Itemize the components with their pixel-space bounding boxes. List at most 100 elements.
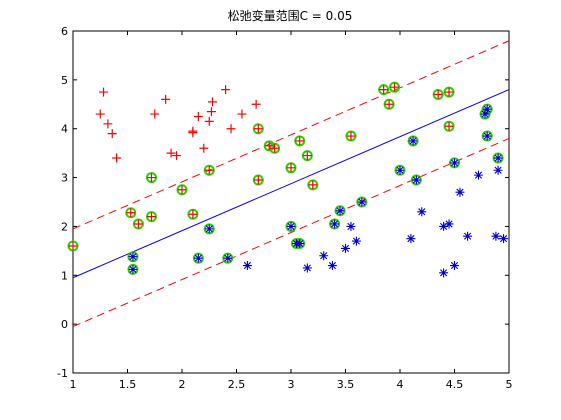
- plus-marker: [379, 85, 389, 95]
- plus-marker: [295, 136, 305, 146]
- chart-title: 松弛变量范围C = 0.05: [228, 8, 353, 23]
- plus-marker: [226, 124, 236, 134]
- star-marker: [204, 224, 214, 234]
- markers-layer: [68, 82, 509, 278]
- star-marker: [242, 261, 252, 271]
- plus-marker: [253, 124, 263, 134]
- star-marker: [223, 253, 233, 263]
- star-marker: [480, 109, 490, 119]
- star-marker: [499, 234, 509, 244]
- plus-marker: [199, 143, 209, 153]
- y-tick-label: 3: [61, 172, 68, 185]
- plus-marker: [99, 87, 109, 97]
- star-marker: [330, 219, 340, 229]
- plus-marker: [188, 128, 198, 138]
- star-marker: [408, 136, 418, 146]
- star-marker: [357, 197, 367, 207]
- y-tick-label: 2: [61, 220, 68, 233]
- lines-layer: [72, 40, 510, 328]
- plus-marker: [150, 109, 160, 119]
- star-marker: [327, 261, 337, 271]
- plus-marker: [384, 99, 394, 109]
- star-marker: [351, 236, 361, 246]
- plus-marker: [146, 212, 156, 222]
- star-marker: [335, 206, 345, 216]
- star-marker: [444, 219, 454, 229]
- star-marker: [193, 253, 203, 263]
- plus-marker: [126, 208, 136, 218]
- x-tick-label: 2.5: [228, 378, 246, 391]
- star-marker: [395, 165, 405, 175]
- star-marker: [450, 261, 459, 271]
- x-tick-label: 4: [397, 378, 404, 391]
- y-tick-label: 6: [61, 25, 68, 38]
- star-marker: [439, 221, 449, 231]
- plus-marker: [390, 82, 400, 92]
- star-marker: [493, 165, 503, 175]
- plus-marker: [208, 97, 218, 107]
- star-marker: [455, 187, 465, 197]
- star-marker: [493, 153, 503, 163]
- x-tick-label: 2: [179, 378, 186, 391]
- plus-marker: [221, 85, 231, 95]
- star-marker: [346, 221, 356, 231]
- plus-marker: [95, 109, 105, 119]
- star-marker: [463, 231, 473, 241]
- lower-margin-line: [72, 138, 510, 328]
- plus-marker: [433, 90, 443, 100]
- plus-marker: [193, 112, 203, 121]
- star-marker: [411, 175, 421, 185]
- plus-marker: [188, 209, 198, 219]
- y-tick-label: -1: [57, 367, 68, 380]
- plus-marker: [308, 180, 318, 190]
- plus-marker: [253, 175, 263, 185]
- plus-marker: [237, 109, 247, 119]
- plus-marker: [68, 241, 78, 251]
- plus-marker: [107, 129, 117, 139]
- star-marker: [341, 243, 350, 253]
- plus-marker: [204, 165, 214, 175]
- plus-marker: [146, 173, 156, 183]
- plus-marker: [172, 151, 182, 161]
- star-marker: [319, 251, 329, 261]
- plus-marker: [251, 99, 261, 109]
- x-tick-label: 3: [288, 378, 295, 391]
- x-tick-label: 5: [506, 378, 513, 391]
- plus-marker: [264, 141, 274, 151]
- plus-marker: [346, 131, 356, 141]
- plus-marker: [177, 185, 187, 195]
- star-marker: [482, 104, 492, 114]
- star-marker: [406, 234, 416, 244]
- plus-marker: [286, 163, 296, 173]
- star-marker: [450, 158, 459, 168]
- star-marker: [286, 221, 296, 231]
- plus-marker: [444, 121, 454, 131]
- star-marker: [417, 207, 427, 217]
- plus-marker: [302, 151, 312, 161]
- plus-marker: [103, 119, 113, 129]
- star-marker: [128, 252, 138, 262]
- plus-marker: [206, 107, 216, 117]
- axis-ticks: 1 1.5 2 2.5 3 3.5 4 4.5 5 -1 0 1 2 3 4 5 6: [57, 25, 512, 391]
- x-tick-label: 1: [70, 378, 77, 391]
- star-marker: [482, 131, 492, 141]
- y-tick-label: 5: [61, 74, 68, 87]
- y-tick-label: 0: [61, 318, 68, 331]
- upper-margin-line: [72, 40, 510, 230]
- y-tick-label: 4: [61, 123, 68, 136]
- plot-area: [72, 30, 510, 374]
- star-marker: [295, 239, 305, 249]
- x-tick-label: 3.5: [337, 378, 355, 391]
- plus-marker: [270, 143, 280, 153]
- y-tick-label: 1: [61, 269, 68, 282]
- star-marker: [473, 170, 483, 180]
- plus-marker: [166, 148, 176, 158]
- x-tick-label: 1.5: [119, 378, 137, 391]
- star-marker: [302, 263, 312, 273]
- plus-marker: [204, 116, 214, 126]
- star-marker: [439, 268, 449, 278]
- plus-marker: [161, 94, 171, 104]
- plus-marker: [112, 153, 122, 163]
